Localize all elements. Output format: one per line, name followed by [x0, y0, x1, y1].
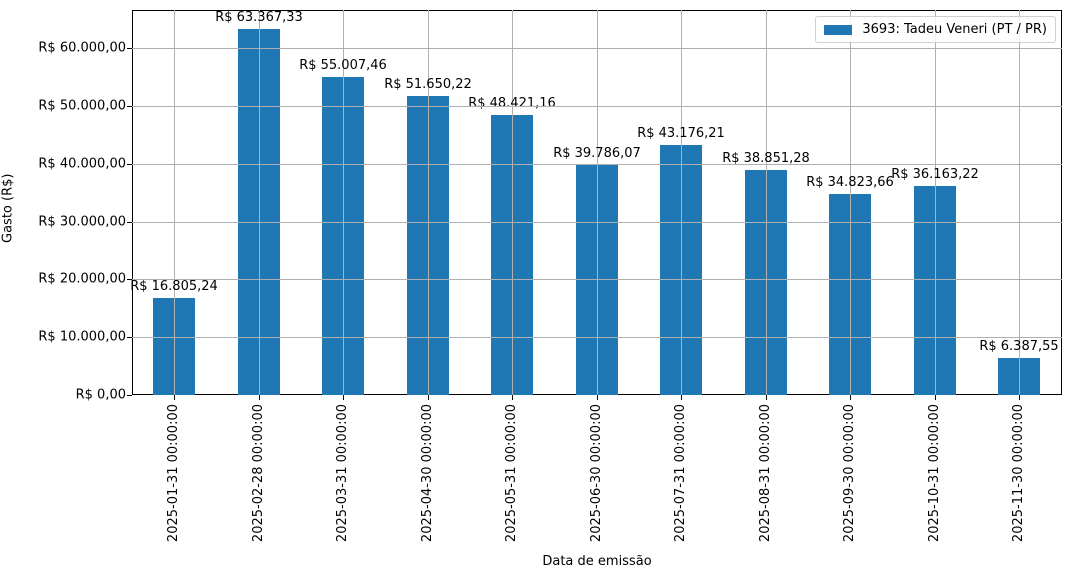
- bar-value-label: R$ 38.851,28: [722, 151, 810, 166]
- gridline-vertical: [850, 194, 851, 395]
- y-tick-label: R$ 30.000,00: [38, 214, 126, 230]
- x-tick-mark: [1019, 395, 1020, 400]
- x-tick-mark: [428, 395, 429, 400]
- gridline-horizontal: [132, 222, 1062, 223]
- gridline-horizontal: [132, 337, 1062, 338]
- x-axis-label: Data de emissão: [542, 554, 652, 569]
- gridline-vertical: [935, 186, 936, 395]
- x-tick-label: 2025-05-31 00:00:00: [504, 404, 519, 543]
- gridline-horizontal: [132, 279, 1062, 280]
- y-tick-mark: [127, 337, 132, 338]
- x-tick-label: 2025-07-31 00:00:00: [673, 404, 688, 543]
- y-tick-label: R$ 0,00: [75, 387, 126, 403]
- gridline-vertical: [1019, 358, 1020, 395]
- gridline-horizontal: [132, 106, 1062, 107]
- y-tick-label: R$ 40.000,00: [38, 156, 126, 172]
- bar-value-label: R$ 55.007,46: [299, 58, 387, 73]
- x-tick-mark: [512, 395, 513, 400]
- bar-value-label: R$ 43.176,21: [637, 126, 725, 141]
- x-tick-mark: [259, 395, 260, 400]
- x-tick-mark: [850, 395, 851, 400]
- y-tick-label: R$ 10.000,00: [38, 329, 126, 345]
- gridline-vertical: [766, 170, 767, 395]
- y-tick-mark: [127, 395, 132, 396]
- gridline-vertical: [681, 145, 682, 395]
- legend-label: 3693: Tadeu Veneri (PT / PR): [862, 22, 1047, 37]
- gridline-horizontal: [132, 48, 1062, 49]
- x-tick-label: 2025-01-31 00:00:00: [166, 404, 181, 543]
- y-axis-label: Gasto (R$): [0, 173, 16, 243]
- gridline-vertical: [259, 29, 260, 395]
- x-tick-mark: [597, 395, 598, 400]
- bar-value-label: R$ 51.650,22: [384, 77, 472, 92]
- y-tick-mark: [127, 48, 132, 49]
- x-tick-label: 2025-11-30 00:00:00: [1011, 404, 1026, 543]
- gridline-vertical: [174, 298, 175, 395]
- x-tick-mark: [343, 395, 344, 400]
- legend-swatch-icon: [824, 24, 853, 35]
- bar-value-label: R$ 39.786,07: [553, 146, 641, 161]
- x-tick-label: 2025-08-31 00:00:00: [758, 404, 773, 543]
- x-tick-label: 2025-04-30 00:00:00: [420, 404, 435, 543]
- y-tick-label: R$ 60.000,00: [38, 40, 126, 56]
- legend: 3693: Tadeu Veneri (PT / PR): [815, 16, 1056, 43]
- gridline-vertical: [512, 115, 513, 395]
- x-tick-mark: [681, 395, 682, 400]
- bar-value-label: R$ 16.805,24: [130, 279, 218, 294]
- y-tick-mark: [127, 106, 132, 107]
- y-tick-label: R$ 20.000,00: [38, 271, 126, 287]
- x-tick-label: 2025-03-31 00:00:00: [335, 404, 350, 543]
- gridline-vertical: [343, 77, 344, 395]
- y-tick-mark: [127, 164, 132, 165]
- gridline-vertical: [1019, 10, 1020, 395]
- bar-value-label: R$ 48.421,16: [468, 96, 556, 111]
- x-tick-label: 2025-06-30 00:00:00: [589, 404, 604, 543]
- x-tick-mark: [174, 395, 175, 400]
- y-tick-mark: [127, 279, 132, 280]
- gridline-vertical: [174, 10, 175, 395]
- bar-value-label: R$ 6.387,55: [979, 339, 1059, 354]
- x-tick-label: 2025-02-28 00:00:00: [251, 404, 266, 543]
- x-tick-label: 2025-10-31 00:00:00: [927, 404, 942, 543]
- x-tick-mark: [766, 395, 767, 400]
- gridline-vertical: [597, 165, 598, 395]
- x-tick-label: 2025-09-30 00:00:00: [842, 404, 857, 543]
- x-tick-mark: [935, 395, 936, 400]
- bar-value-label: R$ 63.367,33: [215, 10, 303, 25]
- bar-value-label: R$ 34.823,66: [806, 175, 894, 190]
- y-tick-label: R$ 50.000,00: [38, 98, 126, 114]
- y-tick-mark: [127, 222, 132, 223]
- gridline-horizontal: [132, 164, 1062, 165]
- gridline-vertical: [428, 96, 429, 395]
- bar-value-label: R$ 36.163,22: [891, 167, 979, 182]
